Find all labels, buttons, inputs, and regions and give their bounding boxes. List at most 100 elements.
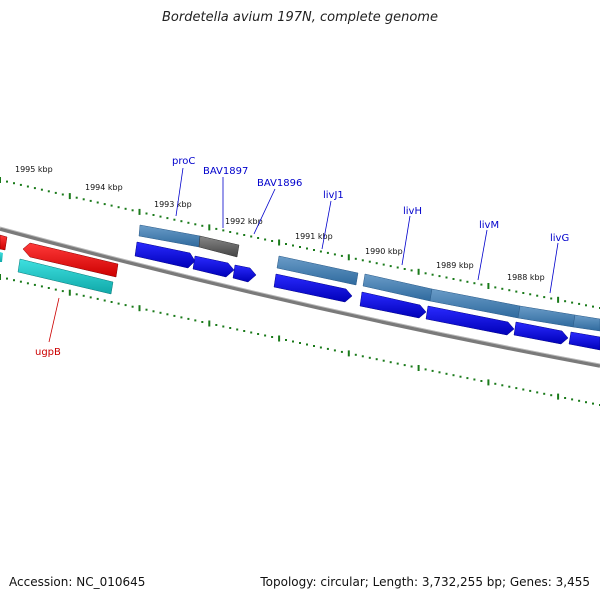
outer-tick-33 bbox=[229, 231, 232, 233]
outer-tick-81 bbox=[564, 300, 567, 303]
outer-tick-52 bbox=[361, 259, 364, 262]
outer-tick-73 bbox=[508, 289, 511, 292]
outer-tick-71 bbox=[494, 286, 497, 289]
inner-tick-3 bbox=[19, 280, 22, 283]
gene-left-edge[interactable] bbox=[0, 252, 3, 262]
outer-tick-45 bbox=[313, 249, 315, 251]
outer-tick-35 bbox=[243, 234, 246, 236]
inner-tick-1 bbox=[6, 277, 8, 280]
outer-tick-84 bbox=[585, 304, 587, 307]
outer-tick-13 bbox=[89, 199, 92, 202]
outer-tick-44 bbox=[306, 247, 308, 250]
inner-tick-55 bbox=[382, 359, 385, 362]
outer-tick-46 bbox=[319, 250, 322, 253]
inner-tick-37 bbox=[257, 333, 260, 335]
cds-BAV1896[interactable] bbox=[232, 264, 257, 283]
cds-livH[interactable] bbox=[359, 291, 427, 319]
cds-proC[interactable] bbox=[134, 241, 196, 269]
inner-tick-12 bbox=[82, 294, 85, 297]
cds-BAV1897[interactable] bbox=[192, 255, 235, 278]
inner-tick-54 bbox=[375, 358, 378, 361]
outer-tick-26 bbox=[180, 220, 183, 223]
cds-ugpB[interactable] bbox=[22, 242, 119, 278]
inner-tick-67 bbox=[466, 377, 469, 380]
outer-tick-30 bbox=[208, 224, 211, 231]
cds-livJ1[interactable] bbox=[273, 273, 353, 303]
gene-BAV1897[interactable] bbox=[198, 235, 240, 258]
inner-tick-23 bbox=[159, 311, 162, 314]
inner-tick-64 bbox=[445, 372, 448, 375]
cds-left-edge[interactable] bbox=[0, 234, 8, 251]
outer-tick-64 bbox=[445, 276, 448, 279]
outer-scale-ticks bbox=[0, 177, 600, 309]
inner-tick-66 bbox=[459, 375, 462, 378]
label-proC[interactable]: proC bbox=[172, 156, 195, 167]
label-livH[interactable]: livH bbox=[403, 206, 422, 217]
label-BAV1897[interactable]: BAV1897 bbox=[203, 166, 248, 177]
inner-tick-33 bbox=[229, 327, 232, 329]
inner-tick-19 bbox=[131, 305, 134, 308]
outer-tick-16 bbox=[110, 204, 113, 207]
inner-tick-48 bbox=[333, 349, 336, 352]
outer-tick-39 bbox=[271, 240, 274, 242]
outer-tick-38 bbox=[264, 238, 267, 241]
label-livM[interactable]: livM bbox=[479, 220, 499, 231]
inner-tick-81 bbox=[564, 397, 567, 399]
inner-tick-18 bbox=[124, 304, 127, 307]
outer-tick-57 bbox=[396, 266, 399, 269]
inner-tick-50 bbox=[347, 350, 350, 357]
outer-tick-68 bbox=[473, 282, 476, 285]
scale-label-1989: 1989 kbp bbox=[436, 261, 474, 270]
outer-tick-10 bbox=[68, 193, 71, 200]
outer-tick-79 bbox=[550, 297, 553, 300]
gene-livF[interactable] bbox=[572, 314, 600, 332]
inner-tick-2 bbox=[13, 279, 15, 282]
gene-labels: proC BAV1897 BAV1896 livJ1 livH livM liv… bbox=[35, 156, 569, 358]
inner-tick-85 bbox=[592, 402, 594, 405]
cds-livF[interactable] bbox=[568, 331, 600, 351]
outer-tick-0 bbox=[0, 177, 1, 183]
outer-tick-72 bbox=[501, 287, 504, 290]
leader-BAV1896 bbox=[253, 188, 276, 235]
outer-tick-61 bbox=[424, 272, 427, 275]
inner-tick-0 bbox=[0, 274, 1, 280]
outer-tick-24 bbox=[166, 217, 169, 220]
outer-tick-60 bbox=[417, 268, 420, 275]
outer-tick-27 bbox=[187, 221, 190, 224]
genome-summary-text: Topology: circular; Length: 3,732,255 bp… bbox=[260, 575, 590, 589]
outer-tick-74 bbox=[515, 290, 518, 293]
inner-tick-42 bbox=[292, 340, 294, 343]
label-BAV1896[interactable]: BAV1896 bbox=[257, 178, 302, 189]
gene-proC[interactable] bbox=[138, 224, 201, 248]
cds-livG[interactable] bbox=[513, 321, 569, 345]
outer-tick-34 bbox=[236, 232, 239, 235]
inner-tick-59 bbox=[410, 365, 413, 368]
outer-tick-14 bbox=[96, 201, 99, 204]
outer-tick-1 bbox=[6, 180, 8, 183]
outer-tick-9 bbox=[61, 193, 64, 196]
inner-tick-79 bbox=[550, 394, 553, 397]
cds-livM[interactable] bbox=[425, 305, 515, 336]
outer-tick-85 bbox=[592, 305, 594, 308]
scale-labels: 1995 kbp 1994 kbp 1993 kbp 1992 kbp 1991… bbox=[15, 165, 545, 282]
outer-tick-76 bbox=[529, 293, 532, 296]
inner-tick-72 bbox=[501, 384, 504, 387]
inner-tick-22 bbox=[152, 310, 155, 313]
label-livG[interactable]: livG bbox=[550, 233, 569, 244]
outer-tick-50 bbox=[347, 254, 350, 261]
inner-tick-5 bbox=[33, 283, 36, 286]
inner-tick-68 bbox=[473, 378, 476, 381]
gene-livJ1[interactable] bbox=[276, 255, 359, 286]
outer-tick-43 bbox=[299, 246, 301, 248]
inner-tick-25 bbox=[173, 314, 176, 317]
outer-tick-2 bbox=[13, 182, 15, 185]
label-ugpB[interactable]: ugpB bbox=[35, 347, 61, 358]
label-livJ1[interactable]: livJ1 bbox=[323, 190, 344, 201]
outer-tick-59 bbox=[410, 269, 413, 272]
inner-tick-31 bbox=[215, 324, 218, 326]
scale-label-1995: 1995 kbp bbox=[15, 165, 53, 174]
gene-ugpB[interactable] bbox=[17, 258, 114, 295]
forward-cds-track bbox=[134, 241, 600, 351]
inner-tick-57 bbox=[396, 362, 399, 365]
outer-tick-19 bbox=[131, 209, 134, 212]
